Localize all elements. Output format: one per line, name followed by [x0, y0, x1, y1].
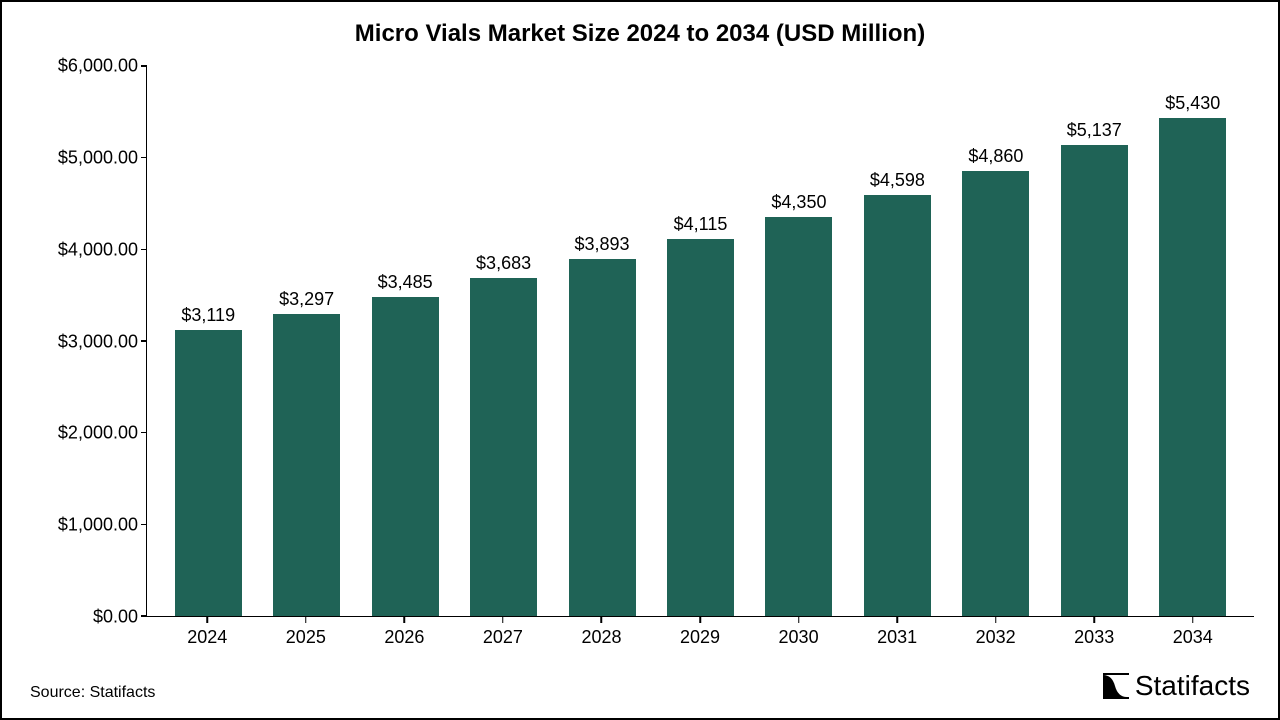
- x-tick-label: 2024: [158, 617, 257, 648]
- chart-title: Micro Vials Market Size 2024 to 2034 (US…: [26, 20, 1254, 48]
- chart-container: Micro Vials Market Size 2024 to 2034 (US…: [0, 0, 1280, 720]
- bars-group: $3,119 $3,297 $3,485 $3,683 $3,893 $4,115 $4,3…: [147, 66, 1254, 616]
- y-tick-label: $1,000.00: [58, 515, 138, 536]
- bar-slot: $3,893: [553, 66, 651, 616]
- bar: [175, 330, 242, 616]
- bar: [765, 217, 832, 616]
- bar: [864, 195, 931, 616]
- bar: [470, 278, 537, 616]
- y-tick-mark: [141, 340, 147, 342]
- bar-slot: $3,485: [356, 66, 454, 616]
- bar-value-label: $3,485: [378, 272, 433, 293]
- bar-value-label: $4,115: [674, 214, 728, 235]
- bar-value-label: $4,860: [968, 146, 1023, 167]
- bar-slot: $5,137: [1045, 66, 1143, 616]
- source-text: Source: Statifacts: [30, 684, 155, 702]
- x-tick-label: 2032: [946, 617, 1045, 648]
- bar: [1061, 145, 1128, 616]
- bar: [667, 239, 734, 616]
- bar-slot: $4,350: [750, 66, 848, 616]
- y-tick-mark: [141, 157, 147, 159]
- y-tick-label: $6,000.00: [58, 56, 138, 77]
- brand-text: Statifacts: [1135, 670, 1250, 702]
- bar: [372, 297, 439, 616]
- x-tick-label: 2030: [749, 617, 848, 648]
- bar-value-label: $3,893: [575, 234, 630, 255]
- bar-value-label: $4,598: [870, 170, 925, 191]
- x-tick-label: 2026: [355, 617, 454, 648]
- y-tick-mark: [141, 65, 147, 67]
- brand-icon: [1101, 671, 1131, 701]
- bar-value-label: $4,350: [771, 192, 826, 213]
- bar-slot: $3,119: [159, 66, 257, 616]
- y-tick-mark: [141, 524, 147, 526]
- y-tick-label: $2,000.00: [58, 423, 138, 444]
- y-tick-label: $4,000.00: [58, 239, 138, 260]
- bar-slot: $5,430: [1144, 66, 1242, 616]
- bar: [273, 314, 340, 616]
- y-tick-label: $5,000.00: [58, 147, 138, 168]
- x-tick-label: 2031: [848, 617, 947, 648]
- chart-footer: Source: Statifacts Statifacts: [26, 670, 1254, 706]
- chart-plot-wrap: $0.00$1,000.00$2,000.00$3,000.00$4,000.0…: [26, 66, 1254, 617]
- bar: [962, 171, 1029, 617]
- x-tick-label: 2027: [454, 617, 553, 648]
- y-tick-mark: [141, 249, 147, 251]
- y-axis: $0.00$1,000.00$2,000.00$3,000.00$4,000.0…: [26, 66, 146, 617]
- x-tick-label: 2034: [1143, 617, 1242, 648]
- plot-area: $3,119 $3,297 $3,485 $3,683 $3,893 $4,115 $4,3…: [146, 66, 1254, 617]
- bar-value-label: $5,137: [1067, 120, 1122, 141]
- bar-value-label: $3,683: [476, 253, 531, 274]
- bar-value-label: $5,430: [1165, 93, 1220, 114]
- bar-slot: $4,598: [848, 66, 946, 616]
- x-tick-label: 2025: [257, 617, 356, 648]
- bar-slot: $4,860: [947, 66, 1045, 616]
- x-tick-label: 2028: [552, 617, 651, 648]
- bar: [569, 259, 636, 616]
- y-tick-mark: [141, 432, 147, 434]
- x-axis: 2024202520262027202820292030203120322033…: [146, 617, 1254, 648]
- x-tick-label: 2029: [651, 617, 750, 648]
- bar-slot: $3,683: [454, 66, 552, 616]
- bar-value-label: $3,119: [181, 305, 235, 326]
- bar-slot: $3,297: [257, 66, 355, 616]
- bar-value-label: $3,297: [279, 289, 334, 310]
- y-tick-label: $3,000.00: [58, 331, 138, 352]
- y-tick-label: $0.00: [93, 607, 138, 628]
- bar-slot: $4,115: [651, 66, 749, 616]
- x-tick-label: 2033: [1045, 617, 1144, 648]
- bar: [1159, 118, 1226, 616]
- brand-logo: Statifacts: [1101, 670, 1250, 702]
